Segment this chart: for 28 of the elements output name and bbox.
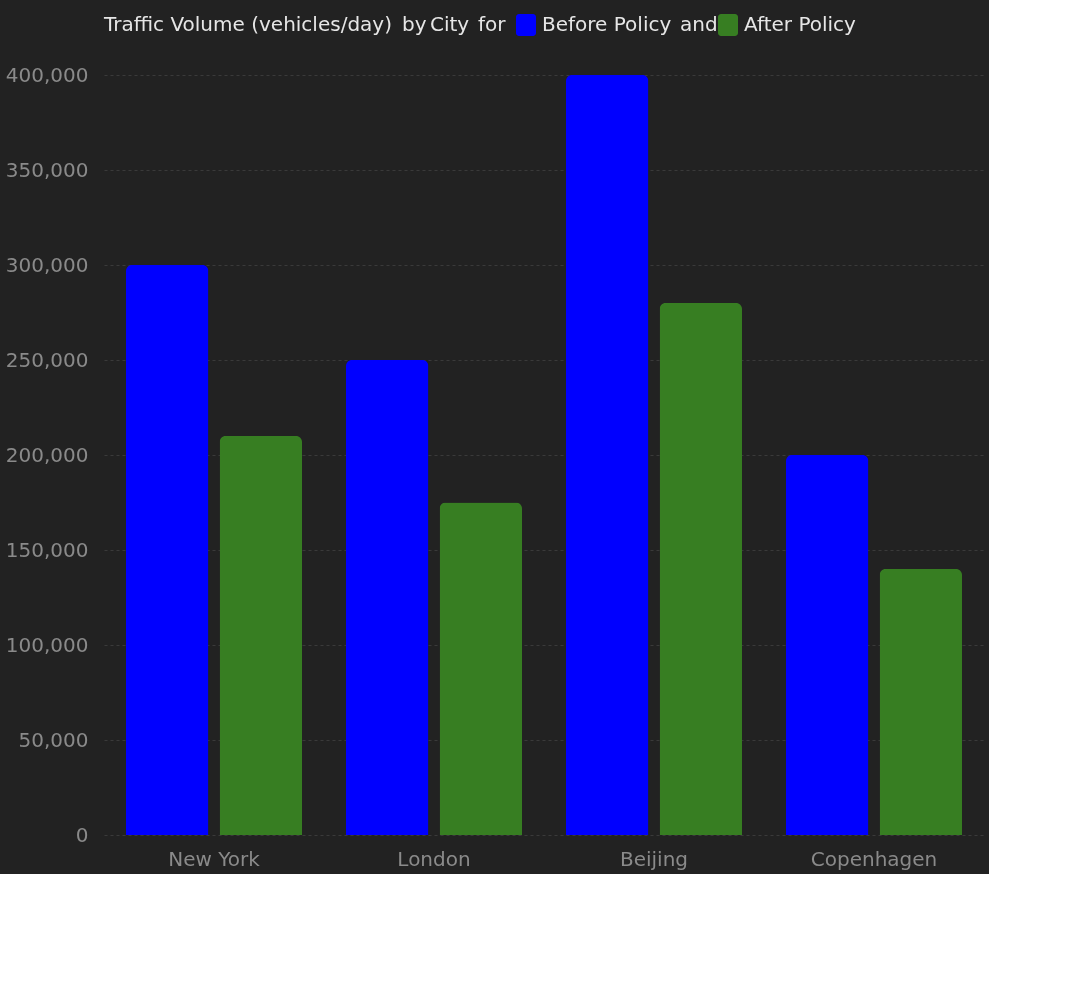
x-tick-label: New York [168,846,261,871]
y-tick-label: 0 [75,822,89,847]
y-tick-label: 300,000 [5,252,89,277]
y-tick-label: 400,000 [5,62,89,87]
bar [439,502,522,835]
bar [879,569,962,835]
bar [346,360,429,835]
y-tick-label: 50,000 [18,727,89,752]
legend-label: After Policy [744,12,857,36]
legend-label: Before Policy [542,12,672,36]
y-tick-label: 150,000 [5,537,89,562]
x-tick-label: London [397,846,471,871]
bar [219,436,302,835]
y-tick-label: 250,000 [5,347,89,372]
bar [566,75,649,835]
x-tick-label: Copenhagen [810,846,938,871]
bar [659,303,742,835]
y-tick-label: 200,000 [5,442,89,467]
text: for [478,12,507,36]
bar [126,265,209,835]
x-tick-label: Beijing [619,846,689,871]
text: by [402,12,427,36]
x-axis-title: City [430,12,470,36]
bar [786,455,869,835]
y-axis-title: Traffic Volume (vehicles/day) [103,12,392,36]
y-tick-label: 100,000 [5,632,89,657]
text: and [680,12,718,36]
y-tick-label: 350,000 [5,157,89,182]
